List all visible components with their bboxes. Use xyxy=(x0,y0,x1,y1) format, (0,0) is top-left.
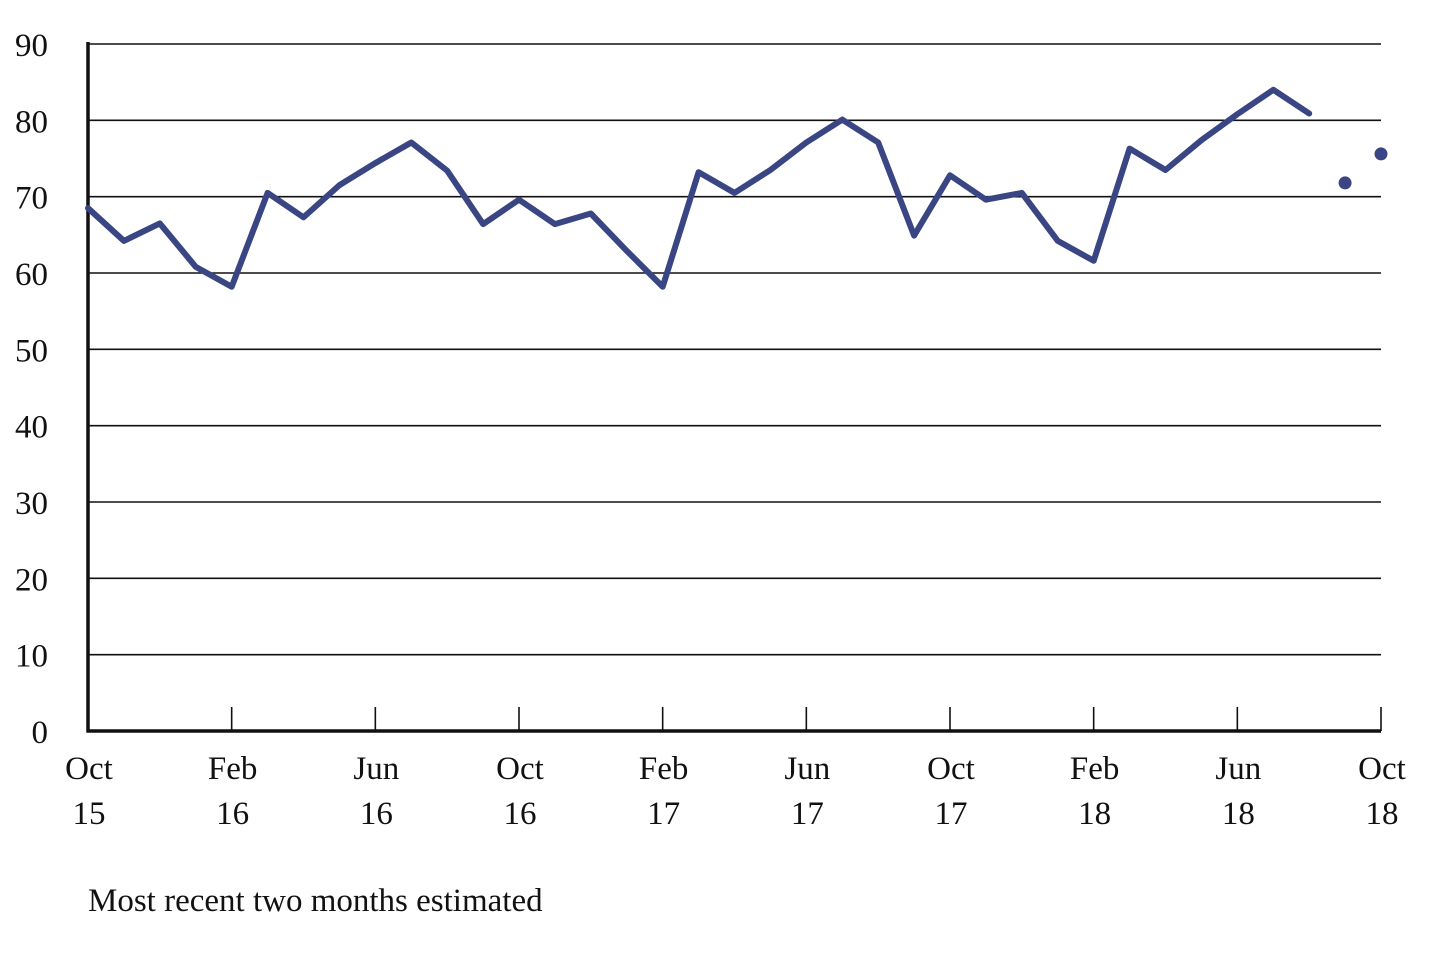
x-tick-label-month: Jun xyxy=(1215,751,1261,787)
chart-footnote: Most recent two months estimated xyxy=(88,883,543,919)
estimated-point xyxy=(1338,176,1352,190)
y-tick-label: 20 xyxy=(15,562,48,598)
x-tick-label-month: Oct xyxy=(927,751,975,787)
x-tick-label-month: Feb xyxy=(639,751,689,787)
series-line xyxy=(85,86,1313,290)
y-tick-label: 50 xyxy=(15,333,48,369)
x-tick-label-year: 18 xyxy=(1366,796,1399,832)
x-tick-label-year: 18 xyxy=(1078,796,1111,832)
x-tick-label-month: Feb xyxy=(208,751,258,787)
y-axis: 0 10 20 30 40 50 60 70 80 90 xyxy=(15,28,90,751)
estimated-point xyxy=(1374,147,1388,161)
x-tick-label-month: Oct xyxy=(1358,751,1406,787)
x-tick-label-year: 18 xyxy=(1222,796,1255,832)
x-tick-label-year: 17 xyxy=(935,796,968,832)
x-axis: Oct 15 Feb 16 Jun 16 Oct 16 Feb 17 Jun 17 Oct 17 Feb 18… xyxy=(65,707,1406,832)
x-tick-label-year: 17 xyxy=(647,796,680,832)
x-tick-label-month: Feb xyxy=(1070,751,1120,787)
x-tick-label-year: 16 xyxy=(216,796,249,832)
x-tick-label-month: Jun xyxy=(784,751,830,787)
y-tick-label: 10 xyxy=(15,639,48,675)
y-tick-label: 60 xyxy=(15,257,48,293)
x-tick-label-year: 16 xyxy=(504,796,537,832)
x-tick-label-month: Oct xyxy=(496,751,544,787)
y-tick-label: 0 xyxy=(32,715,49,751)
x-tick-label-month: Jun xyxy=(353,751,399,787)
series-layer xyxy=(85,86,1388,290)
y-tick-label: 30 xyxy=(15,486,48,522)
x-tick-label-year: 15 xyxy=(73,796,106,832)
grid-lines xyxy=(88,43,1381,656)
y-tick-label: 70 xyxy=(15,181,48,217)
x-tick-label-year: 16 xyxy=(360,796,393,832)
y-tick-label: 40 xyxy=(15,410,48,446)
y-tick-label: 80 xyxy=(15,104,48,140)
y-tick-label: 90 xyxy=(15,28,48,64)
x-tick-label-month: Oct xyxy=(65,751,113,787)
x-tick-label-year: 17 xyxy=(791,796,824,832)
